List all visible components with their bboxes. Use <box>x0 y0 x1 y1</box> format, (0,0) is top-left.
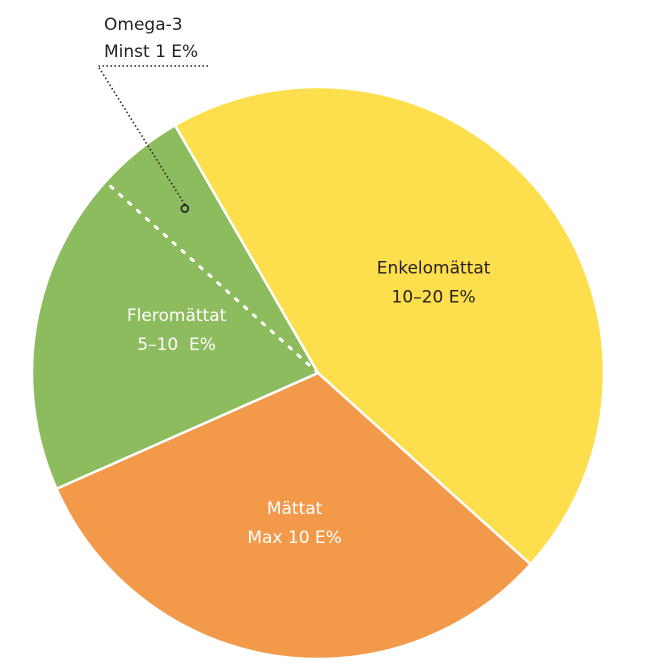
slice-range-fleromattat: 5–10 E% <box>137 335 216 355</box>
slice-range-enkelomattat: 10–20 E% <box>392 287 476 307</box>
pie-slice-fleromattat <box>30 124 320 491</box>
omega-3-divider-line <box>106 182 320 375</box>
slice-labels: Enkelomättat 10–20 E% Mättat Max 10 E% Flero… <box>127 258 491 547</box>
omega-3-marker <box>180 204 190 213</box>
omega-3-name-label: Omega-3 <box>104 15 183 35</box>
slice-label-fleromattat: Fleromättat <box>127 306 227 326</box>
slice-label-mattat: Mättat <box>267 499 323 519</box>
pie-slices <box>30 85 606 661</box>
slice-label-enkelomattat: Enkelomättat <box>377 258 491 278</box>
omega-3-callout: Omega-3 Minst 1 E% <box>96 15 210 213</box>
pie-slice-enkelomattat <box>173 85 606 566</box>
pie-slice-mattat <box>55 371 532 661</box>
slice-range-mattat: Max 10 E% <box>247 528 341 548</box>
omega-3-range-label: Minst 1 E% <box>104 42 198 62</box>
